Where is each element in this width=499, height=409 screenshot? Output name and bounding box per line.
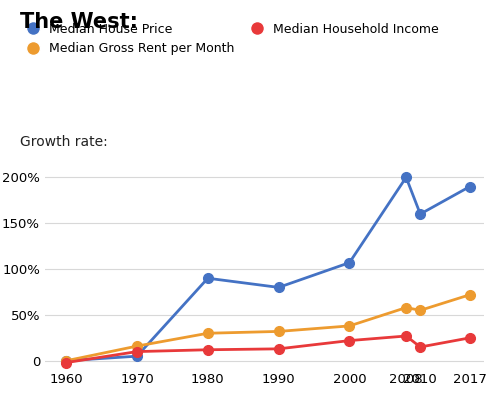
Text: Growth rate:: Growth rate: <box>20 135 108 149</box>
Legend: Median House Price, Median Gross Rent per Month, Median Household Income: Median House Price, Median Gross Rent pe… <box>20 22 439 56</box>
Text: The West:: The West: <box>20 12 138 32</box>
